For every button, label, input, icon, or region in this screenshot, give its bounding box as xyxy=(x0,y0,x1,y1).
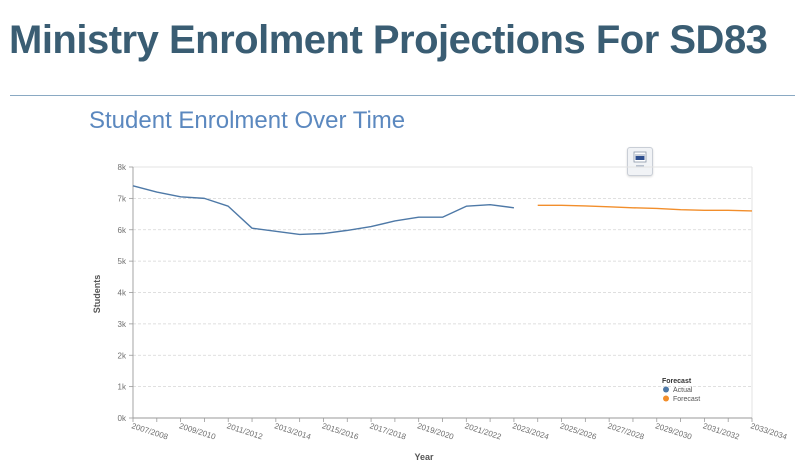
series-line-actual xyxy=(132,185,515,236)
x-tick-label: 2013/2014 xyxy=(273,421,312,441)
x-tick-label: 2029/2030 xyxy=(654,421,693,441)
x-tick-label: 2031/2032 xyxy=(702,421,741,441)
series-line-forecast xyxy=(537,204,753,212)
y-tick-label: 1k xyxy=(118,383,127,392)
x-tick-label: 2027/2028 xyxy=(607,421,646,441)
legend: Forecast Actual Forecast xyxy=(662,378,700,403)
y-tick-label: 3k xyxy=(118,320,127,329)
y-tick-label: 5k xyxy=(118,257,127,266)
x-tick-label: 2007/2008 xyxy=(130,421,169,441)
x-tick-label: 2009/2010 xyxy=(178,421,217,441)
y-tick-label: 8k xyxy=(118,163,127,172)
y-tick-label: 6k xyxy=(118,226,127,235)
x-tick-label: 2023/2024 xyxy=(511,421,550,441)
x-tick-label: 2017/2018 xyxy=(368,421,407,441)
legend-label-actual: Actual xyxy=(673,387,693,394)
x-axis-label: Year xyxy=(414,452,434,462)
document-chart-icon[interactable] xyxy=(627,147,653,176)
x-tick-label: 2033/2034 xyxy=(749,421,788,441)
title-divider xyxy=(10,95,795,96)
y-axis-ticks: 0k 1k 2k 3k 4k 5k 6k 7k 8k xyxy=(118,163,133,423)
data-series xyxy=(132,185,753,236)
grid-lines xyxy=(133,166,752,388)
x-tick-label: 2015/2016 xyxy=(321,421,360,441)
legend-title: Forecast xyxy=(662,378,692,385)
chart-title: Student Enrolment Over Time xyxy=(89,107,406,134)
legend-swatch-actual xyxy=(663,386,669,393)
x-tick-label: 2025/2026 xyxy=(559,421,598,441)
y-tick-label: 0k xyxy=(118,414,127,423)
x-axis-ticks: 2007/2008 2009/2010 2011/2012 2013/2014 2015… xyxy=(130,418,789,442)
legend-swatch-forecast xyxy=(663,395,669,402)
y-tick-label: 2k xyxy=(118,351,127,360)
slide-title: Ministry Enrolment Projections For SD83 xyxy=(9,18,768,62)
x-tick-label: 2011/2012 xyxy=(226,421,265,441)
x-tick-label: 2021/2022 xyxy=(464,421,503,441)
y-tick-label: 7k xyxy=(118,194,127,203)
legend-label-forecast: Forecast xyxy=(673,396,700,403)
x-tick-label: 2019/2020 xyxy=(416,421,455,441)
y-tick-label: 4k xyxy=(118,289,127,298)
y-axis-label: Students xyxy=(92,275,102,314)
